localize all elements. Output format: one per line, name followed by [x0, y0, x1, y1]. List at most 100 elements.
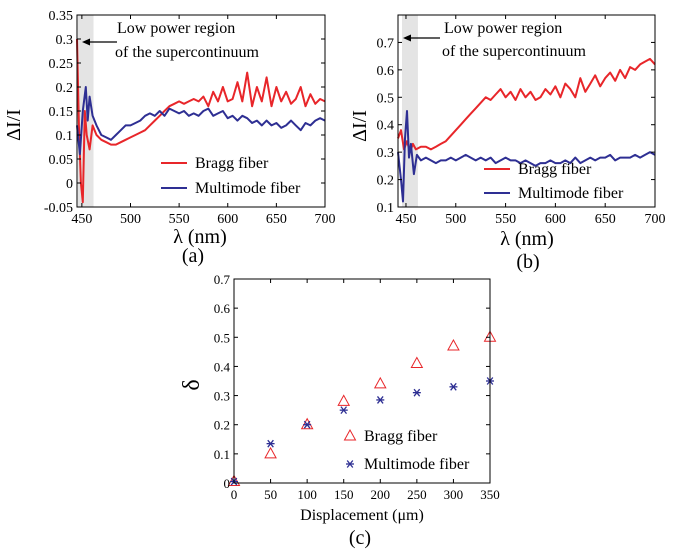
y-tick-label: 0.2	[56, 81, 74, 96]
y-tick-label: 0	[224, 476, 231, 491]
annotation-line: of the supercontinuum	[115, 44, 260, 61]
legend-label: Multimode fiber	[195, 180, 301, 197]
y-tick-label: -0.05	[44, 201, 73, 216]
bragg-fiber-point	[227, 474, 241, 487]
multimode-fiber-point	[303, 420, 312, 429]
legend-label: Bragg fiber	[518, 161, 592, 178]
y-tick-label: 0.2	[377, 174, 395, 189]
bragg-fiber-series-line	[76, 38, 326, 204]
y-tick-label: 0.5	[377, 91, 395, 106]
x-tick-label: 250	[407, 487, 427, 502]
annotation-arrow-head	[82, 38, 90, 46]
x-tick-label: 550	[495, 212, 516, 227]
low-power-region-band	[401, 15, 418, 207]
x-axis-label: λ (nm)	[500, 228, 554, 250]
panel-label: (c)	[349, 527, 371, 549]
multimode-fiber-point	[449, 382, 458, 391]
plot-frame	[397, 14, 656, 208]
y-tick-label: 0.5	[214, 330, 230, 345]
bragg-fiber-point	[410, 356, 424, 369]
y-tick-label: 0.15	[49, 105, 74, 120]
x-tick-label: 200	[371, 487, 391, 502]
x-tick-label: 100	[297, 487, 317, 502]
x-axis-label: Displacement (μm)	[300, 507, 424, 524]
y-tick-label: 0.3	[214, 389, 230, 404]
x-tick-label: 650	[266, 212, 287, 227]
x-tick-label: 550	[169, 212, 190, 227]
y-tick-label: 0	[66, 177, 73, 192]
multimode-fiber-point	[266, 439, 275, 448]
y-tick-label: 0.4	[214, 359, 231, 374]
x-tick-label: 600	[545, 212, 566, 227]
legend-swatch	[343, 428, 357, 441]
asterisk-stroke	[450, 382, 457, 391]
y-tick-label: 0.25	[49, 57, 74, 72]
multimode-fiber-point	[339, 406, 348, 415]
legend-label: Multimode fiber	[364, 456, 470, 473]
asterisk-stroke	[340, 406, 348, 415]
x-tick-label: 450	[71, 212, 92, 227]
y-axis-label: ΔI/I	[3, 109, 25, 141]
x-tick-label: 50	[264, 487, 277, 502]
low-power-region-annotation: Low power region of the supercontinuum	[115, 20, 260, 61]
multimode-fiber-series-line	[76, 86, 326, 156]
bragg-fiber-point	[337, 394, 351, 406]
y-tick-label: 0.6	[377, 64, 395, 79]
panel-c: 0 50 100 150 200 250 300 350 0 0.1 0.2 0.3 0.4 0.5 0.6…	[179, 272, 500, 549]
y-tick-label: 0.1	[56, 129, 74, 144]
x-tick-label: 700	[315, 212, 336, 227]
x-tick-label: 300	[444, 487, 464, 502]
legend-swatch	[346, 460, 354, 468]
legend-label: Bragg fiber	[364, 428, 438, 445]
asterisk-stroke	[413, 388, 421, 397]
x-axis-label: λ (nm)	[173, 226, 227, 248]
x-tick-label: 600	[217, 212, 238, 227]
y-tick-label: 0.2	[214, 418, 230, 433]
bragg-fiber-point	[373, 376, 387, 389]
panel-label: (b)	[516, 251, 539, 273]
multimode-fiber-series-line	[397, 110, 656, 203]
panel-a: 450 500 550 600 650 700 -0.05 0 0.05 0.1 0.15 0.2 0.…	[3, 9, 336, 267]
x-tick-label: 700	[645, 212, 666, 227]
x-tick-label: 450	[395, 212, 416, 227]
low-power-region-annotation: Low power region of the supercontinuum	[442, 20, 587, 60]
y-tick-label: 0.1	[377, 201, 395, 216]
y-axis-label: δ	[179, 379, 205, 390]
bragg-fiber-point	[264, 446, 277, 459]
y-tick-label: 0.6	[214, 301, 231, 316]
y-tick-label: 0.35	[49, 9, 74, 24]
legend-label: Bragg fiber	[195, 155, 269, 172]
annotation-line: Low power region	[117, 20, 235, 37]
panel-b: 450 500 550 600 650 700 0.1 0.2 0.3 0.4 0.5 0.6 0.7 λ…	[349, 14, 666, 273]
asterisk-stroke	[267, 439, 274, 448]
y-axis-label: ΔI/I	[349, 110, 371, 142]
annotation-arrow-head	[403, 34, 411, 42]
y-tick-label: 0.7	[214, 272, 231, 287]
bragg-fiber-series-line	[397, 57, 656, 154]
x-tick-label: 500	[120, 212, 141, 227]
y-tick-label: 0.3	[377, 146, 395, 161]
annotation-line: of the supercontinuum	[442, 43, 587, 60]
bragg-fiber-point	[300, 417, 314, 430]
x-tick-label: 500	[445, 212, 466, 227]
y-tick-label: 0.1	[214, 447, 230, 462]
x-tick-label: 650	[595, 212, 616, 227]
y-tick-label: 0.7	[377, 36, 395, 51]
annotation-line: Low power region	[444, 20, 562, 37]
asterisk-stroke	[376, 396, 384, 404]
multimode-fiber-point	[412, 388, 421, 397]
bragg-fiber-point	[447, 338, 460, 351]
x-tick-label: 150	[334, 487, 354, 502]
asterisk-stroke	[346, 460, 354, 468]
plot-frame	[233, 278, 491, 484]
legend-label: Multimode fiber	[518, 185, 624, 202]
y-tick-label: 0.4	[377, 119, 395, 134]
y-tick-label: 0.05	[49, 153, 74, 168]
x-tick-label: 0	[231, 487, 238, 502]
y-tick-label: 0.3	[56, 33, 74, 48]
multimode-fiber-point	[376, 396, 385, 404]
x-tick-label: 350	[480, 487, 500, 502]
asterisk-stroke	[303, 420, 311, 429]
